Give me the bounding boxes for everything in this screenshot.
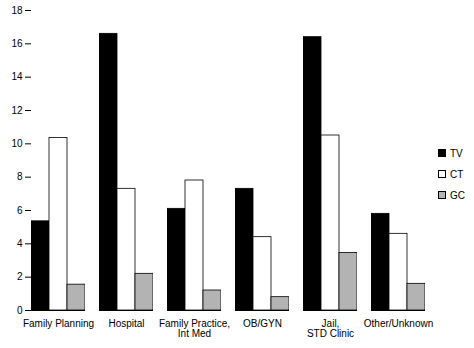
svg-text:14: 14	[11, 71, 23, 82]
svg-text:6: 6	[17, 205, 23, 216]
svg-text:2: 2	[17, 271, 23, 282]
svg-text:18: 18	[11, 5, 23, 16]
svg-text:Other/Unknown: Other/Unknown	[364, 318, 433, 329]
html-text:TV: TV	[450, 147, 463, 159]
svg-text:Jail,STD Clinic: Jail,STD Clinic	[307, 318, 354, 339]
svg-text:0: 0	[17, 305, 23, 316]
svg-text:Family Planning: Family Planning	[23, 318, 94, 329]
svg-text:4: 4	[17, 238, 23, 249]
svg-text:16: 16	[11, 38, 23, 49]
svg-text:8: 8	[17, 171, 23, 182]
svg-text:OB/GYN: OB/GYN	[243, 318, 282, 329]
svg-text:10: 10	[11, 138, 23, 149]
html-text:GC: GC	[450, 189, 465, 201]
svg-text:Hospital: Hospital	[108, 318, 144, 329]
html-text:CT: CT	[450, 168, 464, 180]
svg-text:Family Practice,Int Med: Family Practice,Int Med	[159, 318, 230, 339]
svg-text:12: 12	[11, 105, 23, 116]
